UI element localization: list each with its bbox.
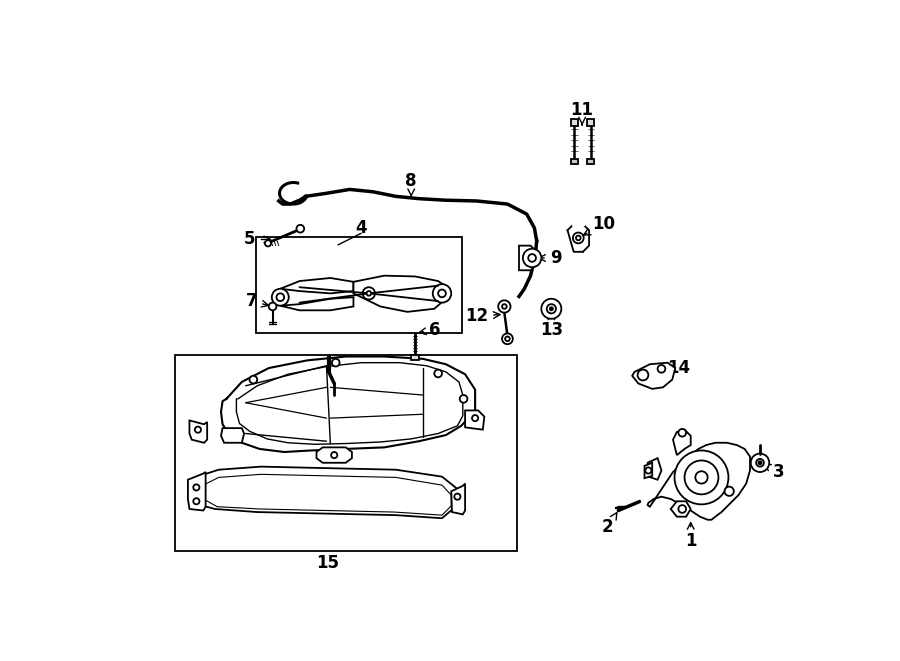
Polygon shape xyxy=(648,458,662,480)
Polygon shape xyxy=(317,447,352,463)
Polygon shape xyxy=(188,472,205,510)
Circle shape xyxy=(658,365,665,373)
Polygon shape xyxy=(465,410,484,430)
Polygon shape xyxy=(587,120,595,126)
Bar xyxy=(175,355,518,551)
Polygon shape xyxy=(648,443,750,520)
Circle shape xyxy=(331,452,338,458)
Circle shape xyxy=(472,415,478,421)
Circle shape xyxy=(505,336,509,341)
Polygon shape xyxy=(644,463,652,478)
Polygon shape xyxy=(280,297,354,310)
Text: 2: 2 xyxy=(602,512,616,537)
Text: 14: 14 xyxy=(654,359,690,377)
Text: 8: 8 xyxy=(405,172,417,196)
Text: 15: 15 xyxy=(316,554,338,572)
Text: 16: 16 xyxy=(219,491,259,510)
Polygon shape xyxy=(280,278,354,293)
Text: 6: 6 xyxy=(419,321,440,338)
Circle shape xyxy=(645,467,652,473)
Text: 1: 1 xyxy=(685,523,697,551)
Polygon shape xyxy=(190,467,457,518)
Circle shape xyxy=(276,293,284,301)
Circle shape xyxy=(435,369,442,377)
Text: 3: 3 xyxy=(764,463,785,481)
Polygon shape xyxy=(670,501,690,517)
Circle shape xyxy=(454,494,461,500)
Text: 4: 4 xyxy=(356,219,367,237)
Circle shape xyxy=(194,498,200,504)
Circle shape xyxy=(637,369,648,380)
Circle shape xyxy=(541,299,562,319)
Circle shape xyxy=(696,471,707,484)
Circle shape xyxy=(332,359,339,367)
Polygon shape xyxy=(519,246,536,270)
Circle shape xyxy=(550,307,553,310)
Circle shape xyxy=(363,288,375,299)
Polygon shape xyxy=(221,428,244,443)
Polygon shape xyxy=(616,507,625,508)
Circle shape xyxy=(296,225,304,233)
Circle shape xyxy=(438,290,446,297)
Circle shape xyxy=(756,459,764,467)
Polygon shape xyxy=(587,159,595,164)
Text: 5: 5 xyxy=(244,231,271,249)
Circle shape xyxy=(546,304,556,313)
Circle shape xyxy=(523,249,541,267)
Circle shape xyxy=(528,254,536,262)
Circle shape xyxy=(366,291,371,295)
Text: 11: 11 xyxy=(571,101,594,125)
Circle shape xyxy=(499,300,510,313)
Circle shape xyxy=(433,284,451,303)
Circle shape xyxy=(269,303,276,310)
Circle shape xyxy=(249,375,257,383)
Circle shape xyxy=(759,461,761,464)
Text: 9: 9 xyxy=(539,249,562,267)
Text: 12: 12 xyxy=(465,307,500,325)
Circle shape xyxy=(272,289,289,305)
Circle shape xyxy=(265,240,271,247)
Polygon shape xyxy=(451,484,465,514)
Circle shape xyxy=(724,486,733,496)
Circle shape xyxy=(679,505,686,513)
Polygon shape xyxy=(571,159,579,164)
Circle shape xyxy=(460,395,467,403)
Circle shape xyxy=(751,453,770,472)
Circle shape xyxy=(194,426,201,433)
Polygon shape xyxy=(632,363,675,389)
Circle shape xyxy=(194,485,200,490)
Text: 10: 10 xyxy=(583,215,616,235)
Polygon shape xyxy=(571,120,579,126)
Circle shape xyxy=(573,233,584,243)
Text: 13: 13 xyxy=(540,313,562,338)
Circle shape xyxy=(502,333,513,344)
Polygon shape xyxy=(673,430,690,455)
Circle shape xyxy=(502,304,507,309)
Polygon shape xyxy=(411,355,418,360)
Polygon shape xyxy=(189,420,207,443)
Circle shape xyxy=(576,235,580,240)
Bar xyxy=(256,237,462,333)
Circle shape xyxy=(679,429,686,437)
Polygon shape xyxy=(354,276,450,312)
Circle shape xyxy=(674,450,728,504)
Circle shape xyxy=(685,461,718,494)
Text: 7: 7 xyxy=(246,292,268,310)
